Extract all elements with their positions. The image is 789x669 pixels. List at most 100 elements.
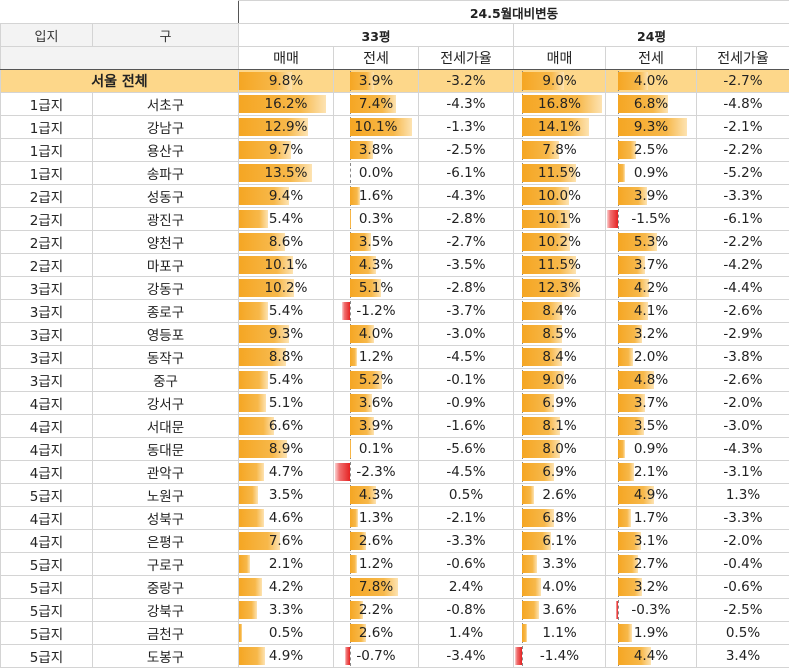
positive-bar (617, 141, 637, 159)
sale-24-cell: 8.0% (513, 437, 606, 461)
ratio-33-cell: -2.8% (418, 207, 514, 231)
jeonse-24-cell: 3.1% (605, 529, 697, 553)
table-row: 5급지 중랑구 4.2% 7.8% 2.4% 4.0% 3.2% -0.6% (0, 575, 789, 599)
seoul-sale-24-cell: 9.0% (513, 69, 606, 93)
table-row: 2급지 성동구 9.4% 1.6% -4.3% 10.0% 3.9% -3.3% (0, 184, 789, 208)
ratio-24-cell: -6.1% (696, 207, 789, 231)
location-cell: 1급지 (0, 115, 93, 139)
cell-value: 3.2% (633, 326, 669, 342)
ratio-24-cell: -5.2% (696, 161, 789, 185)
bar-axis (521, 646, 523, 666)
positive-bar (521, 348, 562, 366)
sale-33-cell: 9.3% (238, 322, 334, 346)
positive-bar (239, 256, 294, 274)
sale-24-cell: 1.1% (513, 621, 606, 645)
cell-value: 8.5% (542, 326, 577, 342)
sale-33-cell: 9.7% (238, 138, 334, 162)
jeonse-24-cell: 9.3% (605, 115, 697, 139)
cell-value: 3.9% (358, 73, 394, 89)
cell-value: 2.1% (268, 556, 304, 572)
location-cell: 3급지 (0, 322, 93, 346)
positive-bar (349, 394, 372, 412)
jeonse-33-cell: 2.6% (333, 621, 419, 645)
jeonse-33-cell: 3.9% (333, 414, 419, 438)
location-cell: 5급지 (0, 621, 93, 645)
location-cell: 1급지 (0, 92, 93, 116)
positive-bar (349, 256, 377, 274)
table-row: 4급지 성북구 4.6% 1.3% -2.1% 6.8% 1.7% -3.3% (0, 506, 789, 530)
cell-value: 9.8% (268, 73, 304, 89)
cell-value: 5.3% (633, 234, 669, 250)
jeonse-33-cell: 7.4% (333, 92, 419, 116)
header-column-blank (0, 46, 239, 70)
table-row: 4급지 강서구 5.1% 3.6% -0.9% 6.9% 3.7% -2.0% (0, 391, 789, 415)
positive-bar (239, 164, 312, 182)
positive-bar (521, 210, 570, 228)
cell-value: 4.0% (633, 73, 669, 89)
positive-bar (349, 348, 357, 366)
positive-bar (349, 187, 360, 205)
cell-value: 1.3% (358, 510, 394, 526)
positive-bar (617, 509, 631, 527)
negative-bar (335, 463, 350, 481)
cell-value: 3.3% (542, 556, 577, 572)
positive-bar (521, 624, 527, 642)
col-ratio-33-header: 전세가율 (418, 46, 514, 70)
table-row: 3급지 동작구 8.8% 1.2% -4.5% 8.4% 2.0% -3.8% (0, 345, 789, 369)
jeonse-33-cell: -2.3% (333, 460, 419, 484)
cell-value: 8.8% (268, 349, 304, 365)
cell-value: 5.4% (268, 211, 304, 227)
cell-value: 11.5% (538, 257, 581, 273)
sale-24-cell: 6.1% (513, 529, 606, 553)
ratio-24-cell: -2.2% (696, 138, 789, 162)
cell-value: 0.3% (358, 211, 394, 227)
ratio-33-cell: -1.3% (418, 115, 514, 139)
ratio-33-cell: -5.6% (418, 437, 514, 461)
sale-33-cell: 4.2% (238, 575, 334, 599)
jeonse-24-cell: -0.3% (605, 598, 697, 622)
jeonse-24-cell: -1.5% (605, 207, 697, 231)
jeonse-24-cell: 4.4% (605, 644, 697, 668)
sale-24-cell: 7.8% (513, 138, 606, 162)
sale-24-cell: 10.2% (513, 230, 606, 254)
positive-bar (239, 578, 262, 596)
negative-bar (342, 302, 350, 320)
cell-value: 3.6% (358, 395, 394, 411)
positive-bar (521, 601, 539, 619)
ratio-33-cell: -3.4% (418, 644, 514, 668)
positive-bar (239, 555, 251, 573)
seoul-jeonse-33-cell: 3.9% (333, 69, 419, 93)
sale-33-cell: 0.5% (238, 621, 334, 645)
positive-bar (617, 279, 650, 297)
col-sale-24-header: 매매 (513, 46, 606, 70)
cell-value: 16.2% (264, 96, 308, 112)
cell-value: 4.2% (268, 579, 304, 595)
jeonse-24-cell: 3.7% (605, 391, 697, 415)
seoul-sale-33-cell: 9.8% (238, 69, 334, 93)
jeonse-24-cell: 3.9% (605, 184, 697, 208)
sale-24-cell: 11.5% (513, 253, 606, 277)
positive-bar (521, 72, 565, 90)
positive-bar (349, 555, 357, 573)
cell-value: -2.3% (356, 464, 396, 480)
cell-value: 4.3% (358, 487, 394, 503)
location-cell: 1급지 (0, 138, 93, 162)
jeonse-33-cell: 4.3% (333, 253, 419, 277)
cell-value: 0.9% (633, 165, 669, 181)
positive-bar (521, 256, 577, 274)
cell-value: 5.1% (358, 280, 394, 296)
cell-value: 3.9% (358, 418, 394, 434)
cell-value: 5.4% (268, 303, 304, 319)
sale-33-cell: 12.9% (238, 115, 334, 139)
col-sale-33-header: 매매 (238, 46, 334, 70)
positive-bar (521, 325, 563, 343)
positive-bar (349, 118, 413, 136)
jeonse-33-cell: 1.2% (333, 552, 419, 576)
positive-bar (617, 187, 647, 205)
cell-value: 16.8% (538, 96, 581, 112)
seoul-label: 서울 전체 (0, 69, 239, 93)
location-cell: 4급지 (0, 506, 93, 530)
positive-bar (617, 118, 688, 136)
cell-value: 4.8% (633, 372, 669, 388)
ratio-33-cell: -4.5% (418, 460, 514, 484)
